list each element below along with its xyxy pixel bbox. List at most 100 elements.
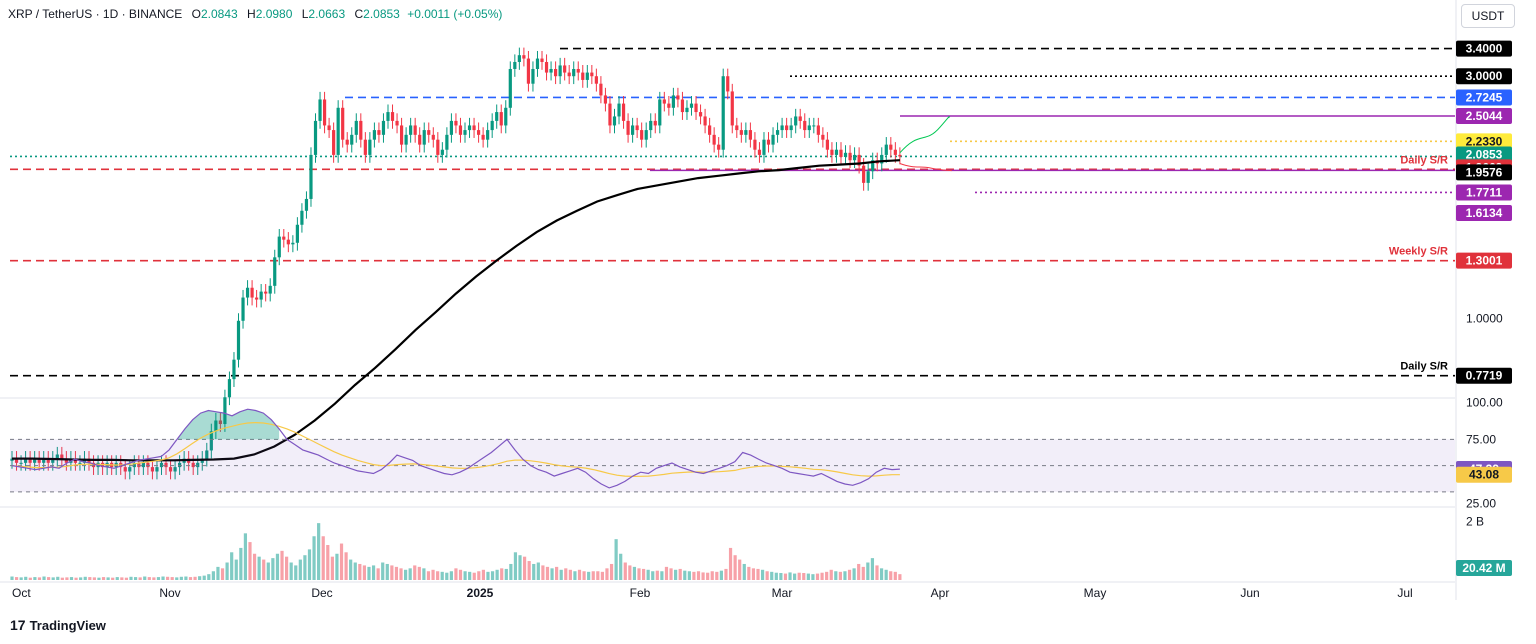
volume-bar [152, 577, 156, 580]
price-tag-3.4000 [1456, 40, 1512, 57]
volume-bar [747, 566, 751, 580]
volume-bar [321, 536, 325, 580]
candle-body [159, 462, 164, 468]
candle-body [486, 130, 490, 140]
candle-body [794, 116, 798, 126]
volume-bar [875, 565, 879, 580]
volume-bar [417, 566, 421, 580]
candle-body [807, 125, 811, 131]
volume-tick-label: 2 B [1466, 515, 1484, 529]
volume-bar [436, 571, 440, 580]
volume-bar [83, 576, 87, 580]
candle-body [259, 291, 263, 300]
volume-bar [802, 573, 806, 580]
candle-body [843, 152, 848, 158]
candle-body [304, 198, 309, 211]
x-tick-label: Apr [931, 586, 950, 600]
candle-body [703, 116, 707, 126]
volume-bar [111, 577, 115, 580]
volume-bar [614, 539, 618, 580]
candle-body [780, 125, 784, 131]
volume-bar [431, 569, 435, 580]
candle-body [735, 125, 739, 131]
rsi-line [11, 408, 900, 489]
candle-body [309, 154, 313, 199]
volume-bar [216, 566, 220, 580]
candle-body [558, 65, 562, 77]
candle-body [662, 99, 666, 104]
volume-bar [568, 569, 572, 580]
tradingview-brand[interactable]: 17 TradingView [10, 617, 106, 633]
volume-bar [353, 562, 357, 580]
candle-body [526, 58, 531, 84]
candle-body [671, 95, 675, 108]
price-tag-label: 2.7245 [1466, 90, 1503, 104]
volume-bar [120, 577, 124, 580]
volume-bar [262, 559, 266, 580]
volume-bar [857, 563, 861, 580]
price-tag-label: 1.7711 [1466, 185, 1502, 199]
volume-bar [756, 568, 760, 580]
volume-bar [797, 572, 801, 580]
candle-body [612, 116, 617, 126]
volume-bar [664, 566, 669, 580]
candle-body [336, 107, 340, 155]
candle-body [46, 458, 50, 463]
volume-bar [413, 565, 417, 580]
volume-bar [454, 568, 458, 580]
volume-bar [879, 568, 884, 580]
volume-bar [779, 573, 783, 580]
volume-bar [289, 562, 293, 580]
volume-bar [129, 576, 133, 580]
volume-bar [220, 568, 225, 580]
volume-bar [307, 549, 312, 580]
candle-body [286, 239, 290, 245]
volume-bar [376, 568, 380, 580]
candle-body [540, 58, 544, 62]
candle-body [445, 134, 449, 150]
candle-body [64, 458, 68, 463]
candle-body [23, 458, 28, 463]
candle-body [173, 467, 177, 472]
candle-body [436, 139, 440, 155]
volume-bar [56, 576, 60, 580]
volume-bar [449, 571, 453, 580]
candle-body [399, 125, 404, 145]
candle-body [481, 134, 485, 140]
candle-body [295, 224, 299, 243]
candle-body [871, 160, 875, 172]
volume-bar [710, 571, 714, 580]
symbol-title[interactable]: XRP / TetherUS · 1D · BINANCE [8, 7, 183, 21]
volume-bar [74, 577, 78, 580]
volume-bar [770, 571, 774, 580]
volume-bar [312, 536, 316, 580]
volume-bar [349, 559, 353, 580]
volume-bar [10, 576, 14, 580]
candle-body [164, 462, 168, 468]
volume-bar [243, 533, 248, 580]
volume-bar [838, 571, 842, 580]
volume-bar [463, 571, 467, 580]
volume-bar [774, 572, 778, 580]
volume-bar [504, 568, 508, 580]
volume-bar [399, 568, 403, 580]
volume-bar [820, 572, 824, 580]
volume-bar [211, 571, 215, 580]
volume-bar [51, 577, 55, 580]
price-tag-2.2330 [1456, 133, 1512, 150]
forecast-down-path [899, 163, 952, 172]
candle-body [549, 68, 553, 73]
currency-button[interactable]: USDT [1461, 4, 1515, 28]
volume-bar [468, 571, 472, 580]
candle-body [51, 458, 55, 463]
volume-bar [426, 571, 431, 580]
price-tag-2.5044 [1456, 108, 1512, 125]
volume-bar [893, 571, 897, 580]
volume-bar [225, 562, 229, 580]
candle-body [757, 149, 762, 155]
volume-bar [678, 568, 682, 580]
volume-bar [175, 577, 179, 580]
candle-body [458, 125, 463, 135]
candle-body [653, 120, 657, 126]
